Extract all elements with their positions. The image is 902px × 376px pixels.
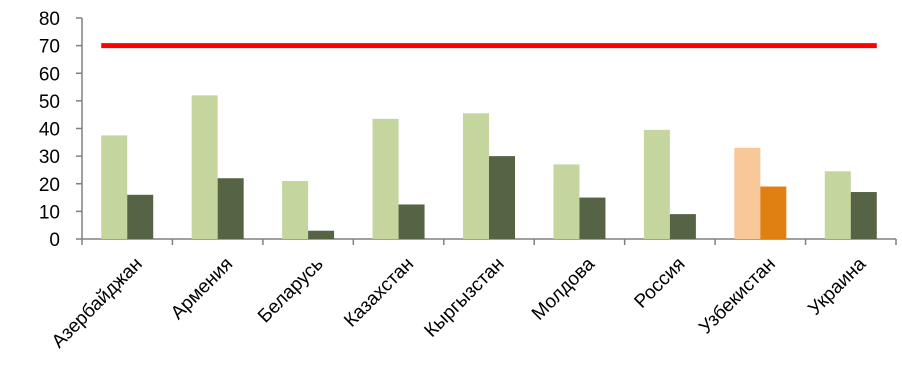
category-label: Украина <box>804 253 870 319</box>
category-label: Беларусь <box>254 254 328 328</box>
bar-Кыргызстан-series-2 <box>489 156 515 239</box>
bar-Россия-series-1 <box>643 129 670 239</box>
category-label: Узбекистан <box>695 254 780 339</box>
x-axis <box>81 238 897 245</box>
bars <box>101 95 877 239</box>
y-tick-label: 0 <box>49 230 60 251</box>
bar-Украина-series-1 <box>824 171 851 239</box>
bar-Армения-series-1 <box>191 95 218 239</box>
bar-Украина-series-2 <box>850 192 877 239</box>
y-tick-label: 80 <box>39 9 60 30</box>
bar-Азербайджан-series-1 <box>101 135 128 239</box>
bar-Молдова-series-1 <box>553 164 580 239</box>
bar-Казахстан-series-2 <box>398 204 425 239</box>
bar-Молдова-series-2 <box>579 197 606 239</box>
category-label: Кыргызстан <box>421 254 509 342</box>
bar-Кыргызстан-series-1 <box>463 113 489 239</box>
y-tick-label: 20 <box>39 175 60 196</box>
category-label: Азербайджан <box>48 254 147 353</box>
y-axis: 0 10 20 30 40 50 60 70 80 <box>39 9 83 251</box>
bar-Узбекистан-series-2 <box>760 186 787 239</box>
y-tick-label: 50 <box>39 92 60 113</box>
y-tick-label: 30 <box>39 147 60 168</box>
bar-Казахстан-series-1 <box>372 118 399 239</box>
bar-Армения-series-2 <box>217 178 244 239</box>
y-tick-label: 60 <box>39 64 60 85</box>
category-label: Молдова <box>528 253 599 324</box>
category-label: Россия <box>631 254 690 313</box>
bar-Азербайджан-series-2 <box>127 194 154 239</box>
category-label: Казахстан <box>340 254 418 332</box>
y-tick-label: 70 <box>39 37 60 58</box>
category-label: Армения <box>167 254 237 324</box>
y-tick-label: 10 <box>39 202 60 223</box>
bar-Беларусь-series-1 <box>282 180 309 239</box>
y-tick-label: 40 <box>39 120 60 141</box>
bar-Беларусь-series-2 <box>308 230 335 239</box>
category-labels: Азербайджан Армения Беларусь Казахстан Кыргы… <box>48 253 871 352</box>
bar-Узбекистан-series-1 <box>734 147 761 239</box>
bar-Россия-series-2 <box>669 214 696 239</box>
